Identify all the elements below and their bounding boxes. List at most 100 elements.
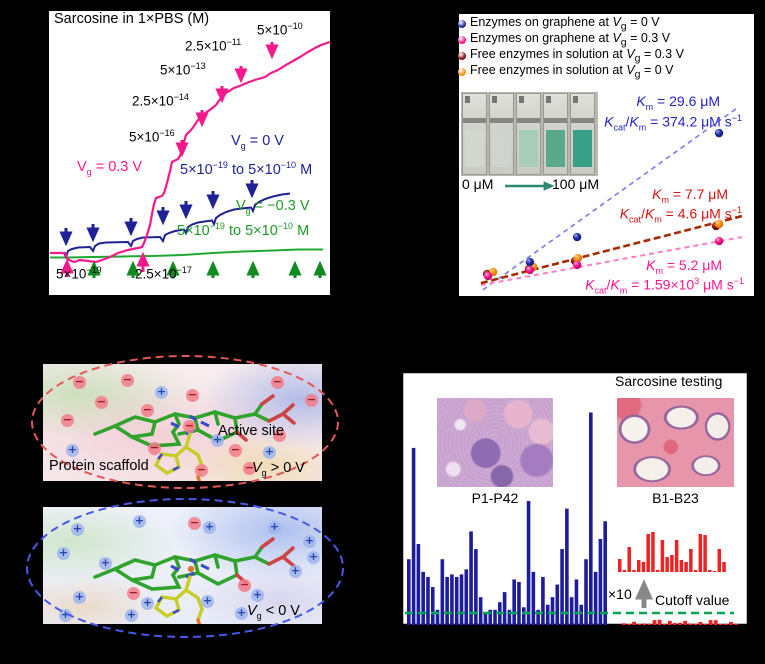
positive-charge-icon: + bbox=[57, 546, 70, 560]
km-pink: Km = 5.2 μM bbox=[646, 257, 722, 276]
km-blue: Km = 29.6 μM bbox=[636, 93, 720, 112]
panel-b-data-points bbox=[482, 128, 724, 281]
km-red: Km = 7.7 μM bbox=[652, 186, 728, 205]
positive-charge-icon: + bbox=[235, 606, 248, 620]
range-green-label: 5×10−19 to 5×10−10 M bbox=[177, 221, 310, 239]
negative-charge-icon: − bbox=[121, 373, 134, 387]
panel-a-plot-area bbox=[47, 9, 332, 297]
panel-b-legend: Enzymes on graphene at Vg = 0 V Enzymes … bbox=[458, 15, 684, 81]
negative-charge-icon: − bbox=[141, 403, 154, 417]
heme-molecule-graphic bbox=[93, 537, 296, 624]
trace-vg0 bbox=[50, 192, 291, 260]
vg-positive-label: Vg > 0 V bbox=[252, 460, 305, 478]
legend-label: Free enzymes in solution at Vg = 0.3 V bbox=[470, 47, 684, 65]
kcat-pink: Kcat/Km = 1.59×103 μM s−1 bbox=[585, 276, 744, 296]
negative-charge-icon: − bbox=[183, 419, 196, 433]
negative-charge-icon: − bbox=[186, 388, 199, 402]
cuvette-5 bbox=[570, 93, 595, 175]
panel-d-axis-ticks bbox=[395, 375, 735, 632]
patient-sample-bars bbox=[407, 412, 607, 625]
data-point bbox=[714, 128, 724, 138]
legend-marker-blue-icon bbox=[458, 20, 466, 28]
legend-row-graphene-vg03: Enzymes on graphene at Vg = 0.3 V bbox=[458, 31, 684, 49]
data-point bbox=[525, 265, 535, 275]
benign-sample-bars-magnified bbox=[618, 532, 726, 572]
positive-charge-icon: + bbox=[71, 522, 84, 536]
legend-marker-orange-icon bbox=[458, 68, 466, 76]
red-dashed-ellipse bbox=[31, 355, 339, 489]
vg-minus03-label: Vg = −0.3 V bbox=[236, 198, 310, 216]
data-point bbox=[572, 232, 582, 242]
positive-charge-icon: + bbox=[73, 590, 86, 604]
negative-charge-icon: − bbox=[243, 461, 256, 475]
positive-charge-icon: + bbox=[125, 608, 138, 622]
legend-row-free-vg0: Free enzymes in solution at Vg = 0 V bbox=[458, 63, 684, 81]
negative-charge-icon: − bbox=[127, 586, 140, 600]
panel-a-axis-ticks bbox=[41, 14, 328, 303]
positive-charge-icon: + bbox=[289, 564, 302, 578]
cuvette-1 bbox=[462, 93, 487, 175]
benign-tissue-image bbox=[617, 398, 734, 487]
legend-marker-darkred-icon bbox=[458, 52, 466, 60]
positive-charge-icon: + bbox=[66, 443, 79, 457]
conc-label-2.5e-14: 2.5×10−14 bbox=[132, 92, 189, 109]
trace-vg-minus03 bbox=[50, 248, 323, 259]
positive-charge-icon: + bbox=[99, 556, 112, 570]
legend-marker-pink-icon bbox=[458, 36, 466, 44]
data-point bbox=[573, 253, 583, 263]
positive-charge-icon: + bbox=[133, 514, 146, 528]
benign-sample-bars bbox=[622, 619, 738, 625]
patient-group-label: P1-P42 bbox=[471, 490, 519, 506]
negative-charge-icon: − bbox=[273, 428, 286, 442]
blue-dashed-ellipse bbox=[26, 498, 344, 638]
positive-charge-icon: + bbox=[251, 588, 264, 602]
positive-charge-icon: + bbox=[211, 433, 224, 447]
negative-charge-icon: − bbox=[188, 516, 201, 530]
data-point bbox=[525, 257, 535, 267]
benign-group-label: B1-B23 bbox=[652, 490, 699, 506]
legend-row-free-vg03: Free enzymes in solution at Vg = 0.3 V bbox=[458, 47, 684, 65]
panel-b-fit-lines bbox=[480, 107, 743, 291]
positive-charge-icon: + bbox=[155, 385, 168, 399]
kcat-red: Kcat/Km = 4.6 μM s−1 bbox=[619, 205, 742, 225]
negative-charge-icon: − bbox=[61, 413, 74, 427]
positive-charge-icon: + bbox=[201, 594, 214, 608]
data-point bbox=[572, 260, 582, 270]
conc-label-5e-10: 5×10−10 bbox=[257, 21, 303, 38]
positive-charge-icon: + bbox=[263, 445, 276, 459]
active-site-label: Active site bbox=[218, 423, 285, 439]
negative-charge-icon: − bbox=[73, 375, 86, 389]
cuvette-3 bbox=[516, 93, 541, 175]
prostate-tissue-image bbox=[437, 398, 553, 487]
legend-row-graphene-vg0: Enzymes on graphene at Vg = 0 V bbox=[458, 15, 684, 33]
negative-charge-icon: − bbox=[95, 395, 108, 409]
positive-charge-icon: + bbox=[303, 534, 316, 548]
data-point bbox=[714, 236, 724, 246]
active-site-illustration-vg-positive: − − − − − − − − − − − − − − + + + + bbox=[43, 364, 322, 481]
conc-label-2.5e-17: 2.5×10−17 bbox=[135, 265, 192, 282]
cuvette-low-label: 0 μM bbox=[462, 176, 494, 192]
vg03-label: Vg = 0.3 V bbox=[77, 159, 143, 177]
negative-charge-icon: − bbox=[229, 443, 242, 457]
range-blue-label: 5×10−19 to 5×10−10 M bbox=[180, 160, 313, 178]
cutoff-value-label: Cutoff value bbox=[655, 592, 730, 608]
legend-label: Enzymes on graphene at Vg = 0.3 V bbox=[470, 31, 671, 49]
legend-label: Enzymes on graphene at Vg = 0 V bbox=[470, 15, 660, 33]
negative-charge-icon: − bbox=[271, 375, 284, 389]
cuvette-high-label: 100 μM bbox=[552, 176, 599, 192]
panel-d-title: Sarcosine testing bbox=[615, 373, 723, 389]
vg-negative-label: Vg < 0 V bbox=[247, 603, 300, 621]
conc-label-5e-19: 5×10−19 bbox=[56, 265, 102, 282]
cuvette-4 bbox=[543, 93, 568, 175]
protein-scaffold-label: Protein scaffold bbox=[49, 458, 149, 474]
panel-a-sensor-chart bbox=[41, 9, 332, 303]
active-site-illustration-vg-negative: + + + + + + + + + + + + + + + + − − − bbox=[43, 507, 322, 624]
conc-label-5e-13: 5×10−13 bbox=[160, 61, 206, 78]
positive-charge-icon: + bbox=[307, 550, 320, 564]
cuvette-photo-inset bbox=[461, 92, 598, 176]
x10-label: ×10 bbox=[608, 586, 632, 602]
legend-label: Free enzymes in solution at Vg = 0 V bbox=[470, 63, 674, 81]
negative-charge-icon: − bbox=[195, 463, 208, 477]
cuvette-2 bbox=[489, 93, 514, 175]
